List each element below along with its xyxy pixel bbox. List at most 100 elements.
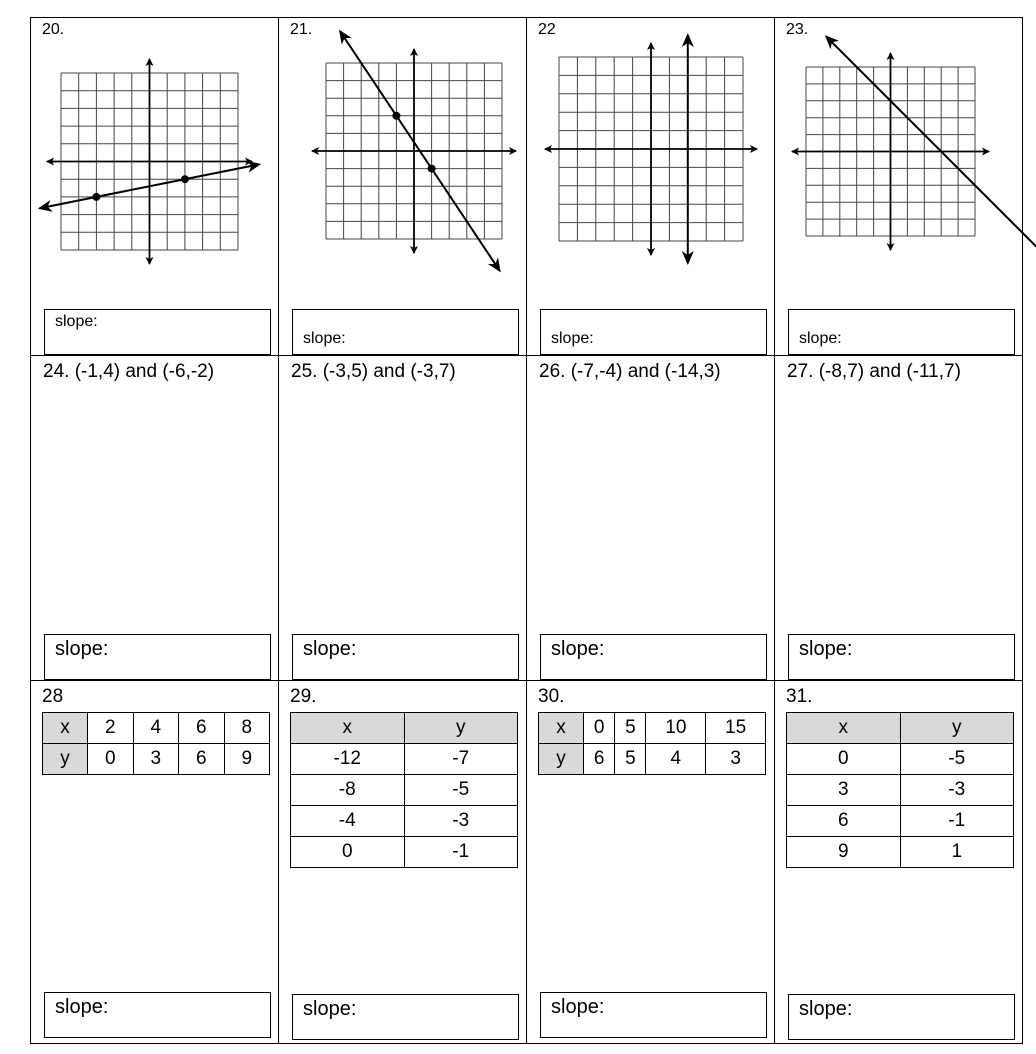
- slope-answer-box[interactable]: slope:: [540, 634, 767, 680]
- problem-number: 20.: [42, 21, 65, 38]
- table-row: 6 -1: [786, 805, 1014, 837]
- slope-label: slope:: [303, 638, 357, 660]
- table-cell: 6: [582, 743, 616, 775]
- table-cell: -7: [403, 743, 518, 775]
- table-cell: 0: [290, 836, 405, 868]
- problem-cell: [774, 355, 1023, 681]
- problem-number: 21.: [290, 21, 313, 38]
- slope-answer-box[interactable]: slope:: [540, 992, 767, 1038]
- table-cell: -5: [899, 743, 1014, 775]
- table-row: -12 -7: [290, 743, 518, 775]
- slope-answer-box[interactable]: slope:: [788, 634, 1015, 680]
- problem-cell: [774, 680, 1023, 1044]
- problem-label: 31.: [786, 686, 813, 707]
- graphed-line: [37, 160, 262, 212]
- problem-label: 25. (-3,5) and (-3,7): [291, 361, 456, 382]
- table-header-cell: y: [403, 712, 518, 744]
- table-cell: -3: [899, 774, 1014, 806]
- table-cell: -1: [403, 836, 518, 868]
- table-header-cell: y: [899, 712, 1014, 744]
- table-cell: 8: [223, 712, 270, 744]
- problem-cell: [526, 355, 775, 681]
- slope-label: slope:: [799, 998, 853, 1020]
- problem-label: 24. (-1,4) and (-6,-2): [43, 361, 215, 382]
- table-row: -4 -3: [290, 805, 518, 837]
- slope-answer-box[interactable]: slope:: [44, 634, 271, 680]
- table-cell: 1: [899, 836, 1014, 868]
- slope-answer-box[interactable]: slope:: [788, 309, 1015, 355]
- slope-answer-box[interactable]: slope:: [292, 309, 519, 355]
- table-cell: -4: [290, 805, 405, 837]
- graphed-line: [338, 29, 501, 273]
- slope-label: slope:: [55, 638, 109, 660]
- plotted-point: [92, 192, 101, 201]
- table-cell: -8: [290, 774, 405, 806]
- problem-label: 27. (-8,7) and (-11,7): [787, 361, 961, 382]
- table-row: -8 -5: [290, 774, 518, 806]
- table-header-cell: y: [538, 743, 584, 775]
- table-cell: -1: [899, 805, 1014, 837]
- slope-label: slope:: [55, 313, 98, 330]
- table-header-cell: x: [786, 712, 901, 744]
- data-table: x 0 5 10 15 y 6 5 4 3: [538, 712, 766, 775]
- problem-number: 22: [538, 21, 556, 38]
- problem-label: 26. (-7,-4) and (-14,3): [539, 361, 721, 382]
- table-row: 3 -3: [786, 774, 1014, 806]
- table-row: 0 -5: [786, 743, 1014, 775]
- table-cell: 2: [87, 712, 134, 744]
- slope-label: slope:: [799, 638, 853, 660]
- table-cell: 10: [645, 712, 707, 744]
- table-cell: 5: [614, 712, 647, 744]
- problem-label: 29.: [290, 686, 317, 707]
- table-header-cell: y: [42, 743, 88, 775]
- table-cell: -3: [403, 805, 518, 837]
- table-header-cell: x: [290, 712, 405, 744]
- table-row: 0 -1: [290, 836, 518, 868]
- slope-answer-box[interactable]: slope:: [292, 994, 519, 1040]
- table-cell: 4: [645, 743, 707, 775]
- slope-label: slope:: [551, 638, 605, 660]
- table-cell: 9: [786, 836, 901, 868]
- table-cell: 4: [132, 712, 179, 744]
- coordinate-grid: [37, 58, 262, 265]
- slope-label: slope:: [55, 996, 109, 1018]
- slope-answer-box[interactable]: slope:: [292, 634, 519, 680]
- table-cell: -5: [403, 774, 518, 806]
- slope-answer-box[interactable]: slope:: [44, 992, 271, 1038]
- table-header-cell: x: [42, 712, 88, 744]
- graphed-line: [824, 35, 1036, 268]
- table-cell: 0: [786, 743, 901, 775]
- problem-label: 28: [42, 686, 64, 707]
- table-cell: 6: [178, 743, 225, 775]
- problem-cell: [278, 355, 527, 681]
- table-cell: 3: [786, 774, 901, 806]
- data-table: x y -12 -7 -8 -5 -4 -3 0 -1: [290, 712, 518, 868]
- problem-number: 23.: [786, 21, 809, 38]
- table-cell: 0: [582, 712, 616, 744]
- table-cell: 6: [178, 712, 225, 744]
- slope-label: slope:: [799, 330, 842, 347]
- slope-answer-box[interactable]: slope:: [788, 994, 1015, 1040]
- slope-label: slope:: [551, 330, 594, 347]
- slope-answer-box[interactable]: slope:: [44, 309, 271, 355]
- coordinate-grid: [791, 35, 1036, 268]
- slope-label: slope:: [551, 996, 605, 1018]
- table-cell: 6: [786, 805, 901, 837]
- plotted-point: [427, 164, 436, 173]
- slope-label: slope:: [303, 330, 346, 347]
- table-header-cell: x: [538, 712, 584, 744]
- slope-answer-box[interactable]: slope:: [540, 309, 767, 355]
- problem-cell: [30, 355, 279, 681]
- coordinate-grid: [311, 29, 517, 273]
- coordinate-grid: [544, 33, 758, 265]
- table-cell: 3: [132, 743, 179, 775]
- table-cell: 9: [223, 743, 270, 775]
- plotted-point: [180, 175, 189, 184]
- table-row: x 0 5 10 15: [538, 712, 766, 744]
